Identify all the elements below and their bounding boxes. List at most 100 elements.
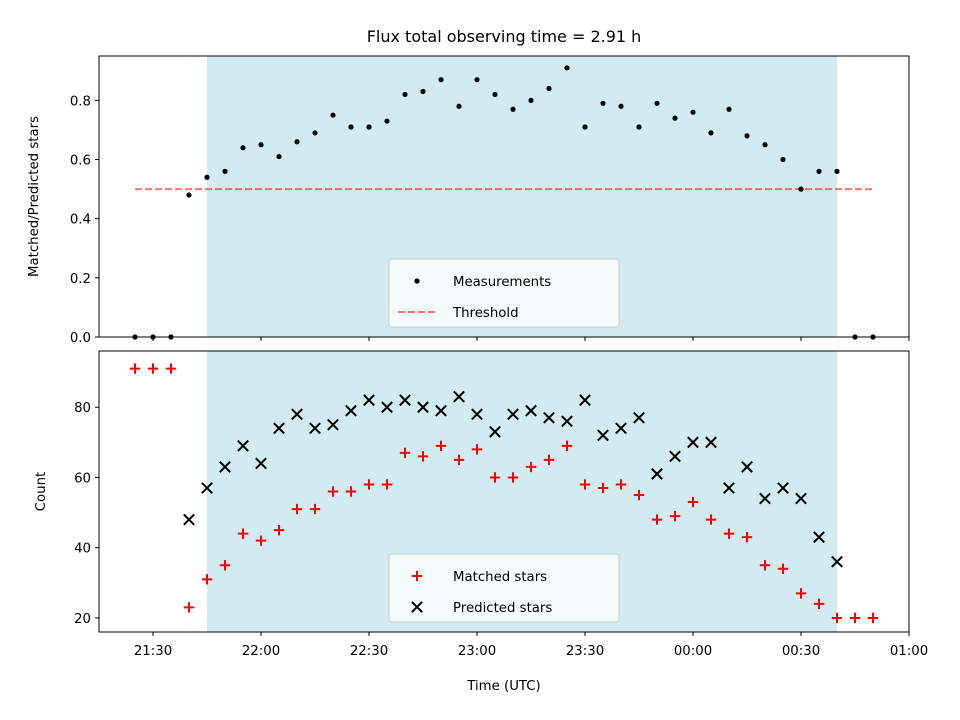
data-point (687, 436, 699, 449)
data-point (834, 168, 840, 174)
data-point (816, 168, 822, 174)
data-point (291, 408, 303, 421)
data-point (525, 404, 537, 417)
data-point (417, 401, 429, 414)
data-point (618, 103, 624, 109)
y-tick-label: 20 (74, 612, 91, 627)
data-point (294, 139, 300, 145)
data-point (363, 479, 375, 490)
legend-label: Matched stars (453, 570, 547, 585)
data-point (219, 560, 231, 571)
data-point (402, 91, 408, 98)
data-point (687, 496, 699, 508)
data-point (201, 482, 213, 494)
data-point (564, 65, 570, 71)
data-point (672, 115, 678, 121)
data-point (597, 429, 609, 442)
legend-box (388, 553, 620, 623)
data-point (435, 404, 447, 417)
legend: Measurements Threshold (388, 258, 620, 328)
y-tick-label: 0.0 (70, 331, 91, 346)
data-point (345, 404, 357, 417)
data-point (741, 531, 753, 543)
x-tick-label: 22:30 (350, 644, 388, 659)
legend-marker (411, 601, 423, 613)
x-axis-label: Time (UTC) (466, 679, 541, 694)
data-point (399, 394, 411, 407)
y-axis-label: Count (34, 472, 49, 512)
data-point (615, 422, 627, 435)
data-point (129, 363, 141, 374)
data-point (240, 145, 246, 151)
data-point (471, 408, 483, 421)
data-point (690, 109, 696, 115)
data-point (759, 560, 771, 571)
y-tick-label: 0.6 (70, 154, 91, 169)
data-point (258, 142, 264, 148)
data-point (363, 394, 375, 407)
data-point (456, 103, 462, 109)
series-matched-stars (129, 363, 879, 624)
data-point (399, 447, 411, 459)
x-tick-label: 00:00 (674, 644, 712, 659)
data-point (291, 503, 303, 515)
data-point (201, 574, 213, 585)
data-point (237, 528, 249, 539)
data-point (474, 77, 480, 83)
data-point (507, 472, 519, 483)
x-tick-label: 23:00 (458, 644, 496, 659)
data-point (723, 528, 735, 539)
data-point (222, 168, 228, 174)
data-point (546, 85, 552, 92)
data-point (255, 535, 267, 546)
data-point (705, 436, 717, 449)
data-point (348, 124, 354, 130)
data-point (543, 411, 555, 424)
data-point (381, 479, 393, 490)
legend-marker (414, 278, 420, 284)
y-tick-label: 40 (74, 542, 91, 557)
data-point (705, 514, 717, 525)
data-point (489, 472, 501, 483)
x-tick-label: 23:30 (566, 644, 604, 659)
data-point (867, 612, 879, 624)
data-point (204, 174, 210, 180)
y-tick-label: 80 (74, 401, 91, 416)
data-point (237, 439, 249, 452)
data-point (507, 408, 519, 421)
data-point (579, 394, 591, 407)
data-point (795, 588, 807, 599)
x-tick-label: 22:00 (242, 644, 280, 659)
data-point (600, 100, 606, 106)
y-tick-label: 0.2 (70, 272, 91, 287)
data-point (510, 106, 516, 112)
y-tick-label: 0.8 (70, 94, 91, 109)
data-point (420, 88, 426, 95)
y-tick-label: 60 (74, 471, 91, 486)
legend-label: Threshold (452, 306, 519, 321)
data-point (615, 479, 627, 490)
data-point (489, 425, 501, 438)
data-point (813, 598, 825, 610)
data-point (741, 461, 753, 473)
data-point (777, 482, 789, 494)
legend-label: Measurements (453, 275, 551, 290)
series-predicted-stars (183, 390, 843, 568)
data-point (759, 492, 771, 505)
data-point (780, 156, 786, 163)
x-tick-label: 01:00 (890, 644, 928, 659)
data-point (651, 468, 663, 480)
bottom-panel-count: 20 40 60 80 21:30 22:00 22:30 23:00 23:30 00:00 00… (34, 350, 928, 659)
data-point (183, 513, 195, 526)
data-point (453, 390, 465, 403)
data-point (453, 454, 465, 466)
data-point (327, 418, 339, 431)
data-point (633, 411, 645, 424)
data-point (561, 440, 573, 452)
legend-marker (411, 570, 423, 582)
data-point (330, 112, 336, 118)
top-panel-ratio: 0.0 0.2 0.4 0.6 0.8 Matched/Predicted stars Me… (27, 55, 910, 346)
data-point (273, 524, 285, 536)
data-point (381, 401, 393, 414)
data-point (309, 503, 321, 515)
